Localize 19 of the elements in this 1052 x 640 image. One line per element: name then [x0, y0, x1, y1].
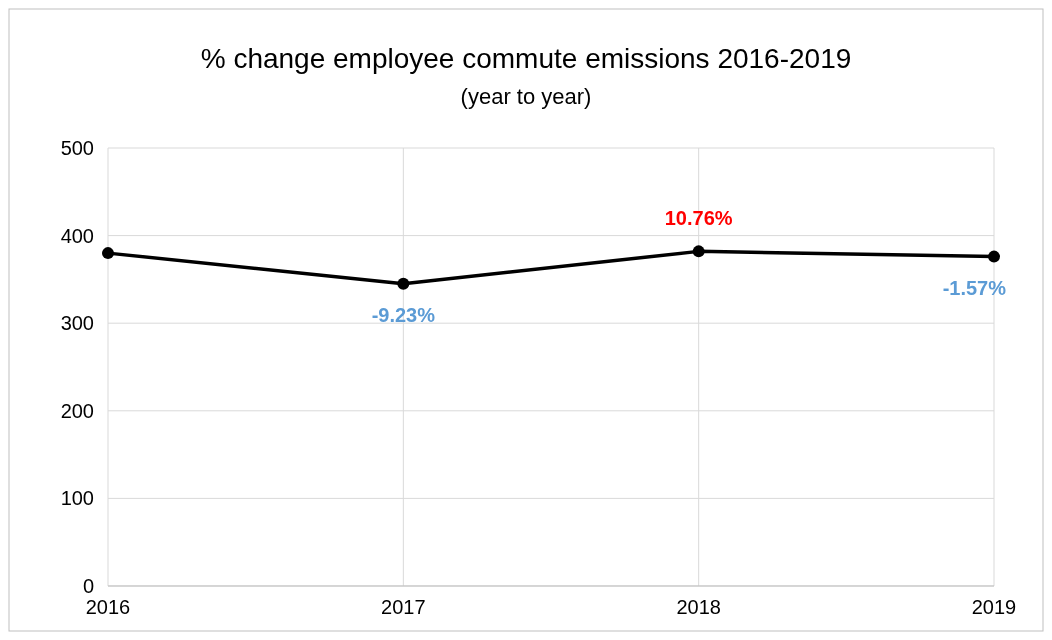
x-tick-label: 2019	[971, 596, 1017, 618]
point	[102, 247, 114, 260]
annotation: -9.23%	[371, 303, 436, 326]
y-tick-label: 400	[60, 224, 94, 247]
y-tick-label: 300	[60, 312, 94, 335]
x-tick-label: 2017	[381, 596, 426, 618]
point	[692, 245, 705, 258]
annotation: 10.76%	[664, 207, 733, 230]
x-tick-label: 2016	[85, 596, 131, 618]
y-tick-label: 500	[60, 137, 94, 159]
point	[397, 277, 410, 290]
y-tick-label: 100	[60, 487, 94, 510]
chart-subtitle: (year to year)	[460, 84, 592, 109]
x-tick-label: 2018	[676, 596, 721, 618]
y-tick-label: 0	[82, 575, 94, 597]
point	[988, 250, 1000, 263]
y-tick-label: 200	[60, 399, 94, 422]
chart-title: % change employee commute emissions 2016-2019	[200, 43, 852, 74]
annotation: -1.57%	[942, 276, 1007, 299]
